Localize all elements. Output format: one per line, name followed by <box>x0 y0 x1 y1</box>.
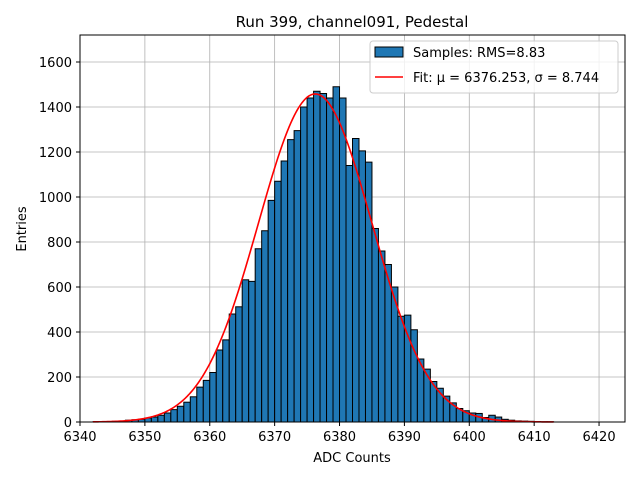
histogram-bar <box>339 97 347 423</box>
y-tick-label: 600 <box>47 281 72 296</box>
histogram-bar <box>280 160 289 423</box>
legend: Samples: RMS=8.83 Fit: μ = 6376.253, σ =… <box>369 40 619 94</box>
histogram-bar <box>423 368 431 423</box>
histogram-bar <box>287 139 295 423</box>
histogram-bar <box>293 130 302 423</box>
x-tick-label: 6380 <box>323 430 356 445</box>
histogram-bar <box>228 313 237 423</box>
y-tick-label: 1200 <box>39 146 72 161</box>
x-tick-label: 6370 <box>258 430 291 445</box>
histogram-bar <box>261 230 269 423</box>
histogram-bar <box>397 315 405 423</box>
legend-swatch-samples <box>374 46 404 58</box>
histogram-bar <box>254 248 263 423</box>
x-tick-label: 6390 <box>388 430 421 445</box>
y-tick-label: 1400 <box>39 101 72 116</box>
y-tick-label: 800 <box>47 236 72 251</box>
histogram-bar <box>306 97 315 423</box>
gaussian-fit-curve <box>92 93 554 423</box>
histogram-bar <box>222 339 230 423</box>
chart-title: Run 399, channel091, Pedestal <box>236 13 469 31</box>
histogram-bar <box>377 250 386 423</box>
histogram-bar <box>326 97 334 423</box>
y-tick-label: 0 <box>64 416 72 431</box>
histogram-bar <box>313 90 321 423</box>
histogram-bar <box>209 372 217 423</box>
histogram-bar <box>332 86 341 423</box>
legend-label-fit: Fit: μ = 6376.253, σ = 8.744 <box>413 71 599 86</box>
histogram-bar <box>183 401 191 423</box>
histogram-bar <box>319 93 328 423</box>
y-tick-label: 400 <box>47 326 72 341</box>
histogram-bar <box>170 409 178 423</box>
histogram-bar <box>235 306 243 423</box>
histogram-bar <box>274 180 282 423</box>
histogram-bar <box>157 414 165 423</box>
x-tick-label: 6400 <box>453 430 486 445</box>
histogram-bar <box>345 165 353 423</box>
histogram-bar <box>202 379 211 423</box>
y-tick-label: 1000 <box>39 191 72 206</box>
histogram-bar <box>163 412 172 423</box>
histogram-bar <box>248 280 256 423</box>
histogram-bar <box>176 405 185 423</box>
x-tick-label: 6420 <box>583 430 616 445</box>
x-tick-label: 6340 <box>63 430 96 445</box>
plot-frame <box>79 34 626 423</box>
histogram-bar <box>352 138 360 423</box>
histogram-bar <box>300 106 308 423</box>
y-axis-label: Entries <box>15 206 30 252</box>
x-axis-label: ADC Counts <box>313 451 391 466</box>
y-axis-ticks: 0 200 400 600 800 1000 1200 1400 1600 <box>39 56 80 431</box>
legend-label-samples: Samples: RMS=8.83 <box>413 46 545 61</box>
histogram-bar <box>267 199 276 423</box>
legend-box <box>369 40 619 94</box>
histogram-bar <box>371 228 379 423</box>
y-tick-label: 1600 <box>39 56 72 71</box>
y-tick-label: 200 <box>47 371 72 386</box>
x-tick-label: 6410 <box>518 430 551 445</box>
histogram-bar <box>150 416 159 423</box>
histogram-bar <box>196 386 204 423</box>
histogram-bar <box>241 279 250 423</box>
histogram-bar <box>189 396 198 423</box>
x-tick-label: 6350 <box>128 430 161 445</box>
x-tick-label: 6360 <box>193 430 226 445</box>
histogram-bar <box>215 349 224 423</box>
x-axis-ticks: 6340 6350 6360 6370 6380 6390 6400 6410 6420 <box>63 422 616 445</box>
